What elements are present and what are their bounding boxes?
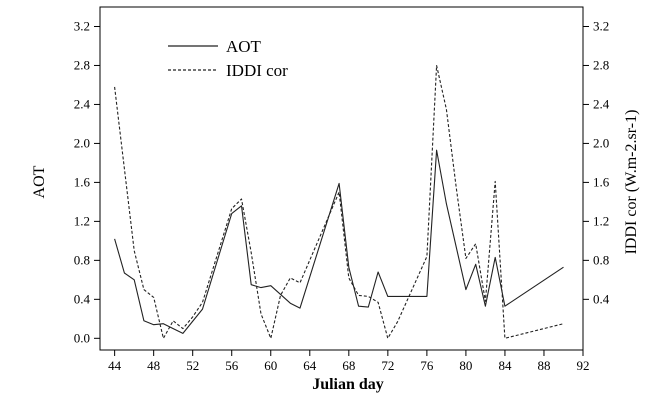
y-tick-label: 1.2 [74, 213, 90, 228]
x-tick-label: 76 [420, 358, 434, 373]
x-tick-label: 60 [264, 358, 277, 373]
x-tick-label: 88 [537, 358, 550, 373]
series-line-iddi-cor [114, 64, 564, 339]
series-layer [114, 64, 564, 339]
x-tick-label: 92 [577, 358, 590, 373]
legend: AOT IDDI cor [168, 37, 288, 80]
y-right-tick-label: 2.4 [593, 96, 610, 111]
y-tick-label: 2.0 [74, 135, 90, 150]
x-tick-label: 56 [225, 358, 239, 373]
y-tick-label: 2.4 [74, 96, 91, 111]
y-tick-label: 2.8 [74, 57, 90, 72]
y-tick-label: 0.8 [74, 252, 90, 267]
y-right-tick-label: 2.8 [593, 57, 609, 72]
y-tick-label: 1.6 [74, 174, 91, 189]
x-tick-label: 84 [498, 358, 512, 373]
plot-border [99, 6, 584, 351]
y-tick-label: 0.0 [74, 330, 90, 345]
x-tick-label: 64 [303, 358, 317, 373]
x-tick-label: 80 [459, 358, 472, 373]
legend-label: IDDI cor [226, 61, 288, 80]
x-tick-label: 44 [108, 358, 122, 373]
x-tick-label: 48 [147, 358, 160, 373]
x-tick-label: 68 [342, 358, 355, 373]
y-tick-label: 0.4 [74, 291, 91, 306]
y-right-tick-label: 1.2 [593, 213, 609, 228]
x-axis: 44 48 52 56 60 64 68 72 76 80 84 88 92 [108, 350, 590, 373]
y-tick-label: 3.2 [74, 18, 90, 33]
y-right-tick-label: 3.2 [593, 18, 609, 33]
plot-frame [99, 6, 584, 351]
x-tick-label: 52 [186, 358, 199, 373]
y-axis-right: 0.4 0.8 1.2 1.6 2.0 2.4 2.8 3.2 [583, 18, 610, 306]
y-axis-right-title: IDDI cor (W.m-2.sr-1) [623, 110, 640, 255]
x-tick-label: 72 [381, 358, 394, 373]
series-line-aot [114, 149, 564, 334]
y-axis-left: 0.0 0.4 0.8 1.2 1.6 2.0 2.4 2.8 3.2 [74, 18, 100, 345]
legend-label: AOT [226, 37, 262, 56]
y-right-tick-label: 2.0 [593, 135, 609, 150]
y-right-tick-label: 1.6 [593, 174, 610, 189]
y-right-tick-label: 0.8 [593, 252, 609, 267]
x-axis-title: Julian day [312, 376, 384, 393]
y-axis-left-title: AOT [31, 165, 48, 198]
y-right-tick-label: 0.4 [593, 291, 610, 306]
